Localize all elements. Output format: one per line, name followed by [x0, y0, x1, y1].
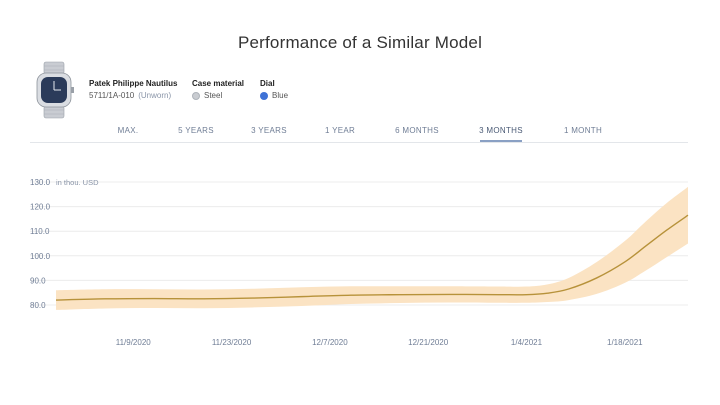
model-name: Patek Philippe Nautilus: [89, 79, 178, 88]
x-tick-label: 12/21/2020: [408, 338, 449, 347]
dial-value: Blue: [272, 91, 289, 100]
x-tick-label: 1/4/2021: [511, 338, 543, 347]
y-tick-label: 110.0: [30, 227, 50, 236]
y-tick-label: 80.0: [30, 301, 46, 310]
price-line: [55, 214, 689, 301]
tab-1-month[interactable]: 1 MONTH: [563, 126, 603, 135]
x-tick-label: 12/7/2020: [312, 338, 348, 347]
x-tick-label: 1/18/2021: [607, 338, 643, 347]
product-summary: Patek Philippe Nautilus 5711/1A-010 (Unw…: [34, 60, 334, 124]
tabs-divider: [30, 142, 688, 143]
x-tick-label: 11/23/2020: [212, 338, 252, 347]
case-material-label: Case material: [192, 79, 245, 88]
steel-swatch-icon: [192, 92, 200, 100]
case-material-spec: Case material Steel: [192, 78, 244, 102]
y-unit-label: in thou. USD: [56, 178, 99, 187]
active-tab-indicator: [480, 140, 522, 142]
timeframe-tabs: MAX. 5 YEARS 3 YEARS 1 YEAR 6 MONTHS 3 M…: [0, 126, 720, 144]
model-spec: Patek Philippe Nautilus 5711/1A-010 (Unw…: [89, 78, 177, 102]
model-condition: (Unworn): [138, 91, 172, 100]
tab-3-months[interactable]: 3 MONTHS: [479, 126, 523, 135]
dial-spec: Dial Blue: [260, 78, 288, 102]
dial-color-swatch-icon: [260, 92, 268, 100]
page-title: Performance of a Similar Model: [237, 33, 483, 52]
tab-1-year[interactable]: 1 YEAR: [324, 126, 356, 135]
tab-5-years[interactable]: 5 YEARS: [178, 126, 214, 135]
y-tick-label: 90.0: [30, 276, 46, 285]
tab-6-months[interactable]: 6 MONTHS: [395, 126, 439, 135]
y-tick-label: 120.0: [30, 203, 51, 212]
model-reference: 5711/1A-010: [89, 91, 135, 100]
confidence-band: [56, 186, 688, 310]
watch-thumbnail-icon: [36, 61, 74, 119]
y-tick-label: 100.0: [30, 252, 51, 261]
tab-3-years[interactable]: 3 YEARS: [251, 126, 287, 135]
case-material-value: Steel: [204, 91, 223, 100]
dial-label: Dial: [260, 79, 275, 88]
tab-max[interactable]: MAX.: [117, 126, 139, 135]
y-tick-label: 130.0: [30, 178, 51, 187]
x-tick-label: 11/9/2020: [116, 338, 152, 347]
